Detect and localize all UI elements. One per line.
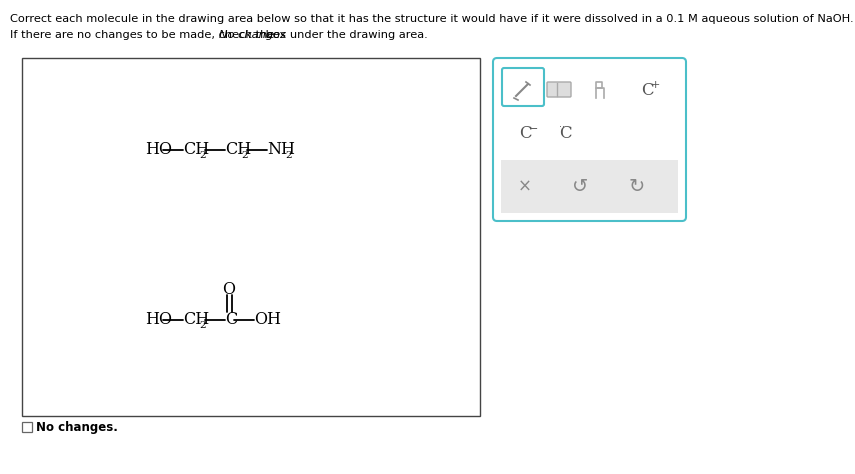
Text: HO: HO bbox=[145, 311, 172, 328]
FancyBboxPatch shape bbox=[547, 82, 571, 97]
Text: ↺: ↺ bbox=[572, 177, 588, 196]
Text: 2: 2 bbox=[199, 320, 205, 329]
Text: C: C bbox=[519, 126, 531, 143]
Text: ··: ·· bbox=[559, 122, 565, 132]
Text: −: − bbox=[529, 124, 539, 134]
Bar bbox=[22, 58, 480, 416]
Text: NH: NH bbox=[267, 142, 295, 158]
Text: C: C bbox=[558, 126, 571, 143]
Bar bbox=[501, 160, 678, 213]
Text: 2: 2 bbox=[199, 151, 205, 159]
Text: ×: × bbox=[518, 177, 532, 195]
Text: C: C bbox=[640, 82, 653, 99]
Text: CH: CH bbox=[183, 142, 209, 158]
Text: O: O bbox=[222, 281, 235, 298]
Text: C: C bbox=[225, 311, 237, 328]
Text: No changes.: No changes. bbox=[36, 421, 118, 435]
Text: 2: 2 bbox=[241, 151, 248, 159]
Text: +: + bbox=[651, 80, 660, 90]
Text: CH: CH bbox=[225, 142, 251, 158]
FancyBboxPatch shape bbox=[502, 68, 544, 106]
Text: 2: 2 bbox=[285, 151, 292, 159]
Text: CH: CH bbox=[183, 311, 209, 328]
Text: ↻: ↻ bbox=[628, 177, 646, 196]
Text: If there are no changes to be made, check the: If there are no changes to be made, chec… bbox=[10, 30, 278, 40]
Text: No changes: No changes bbox=[219, 30, 286, 40]
FancyBboxPatch shape bbox=[493, 58, 686, 221]
Bar bbox=[22, 422, 32, 432]
Text: OH: OH bbox=[254, 311, 281, 328]
Text: box under the drawing area.: box under the drawing area. bbox=[262, 30, 428, 40]
Text: Correct each molecule in the drawing area below so that it has the structure it : Correct each molecule in the drawing are… bbox=[10, 14, 853, 24]
Text: HO: HO bbox=[145, 142, 172, 158]
